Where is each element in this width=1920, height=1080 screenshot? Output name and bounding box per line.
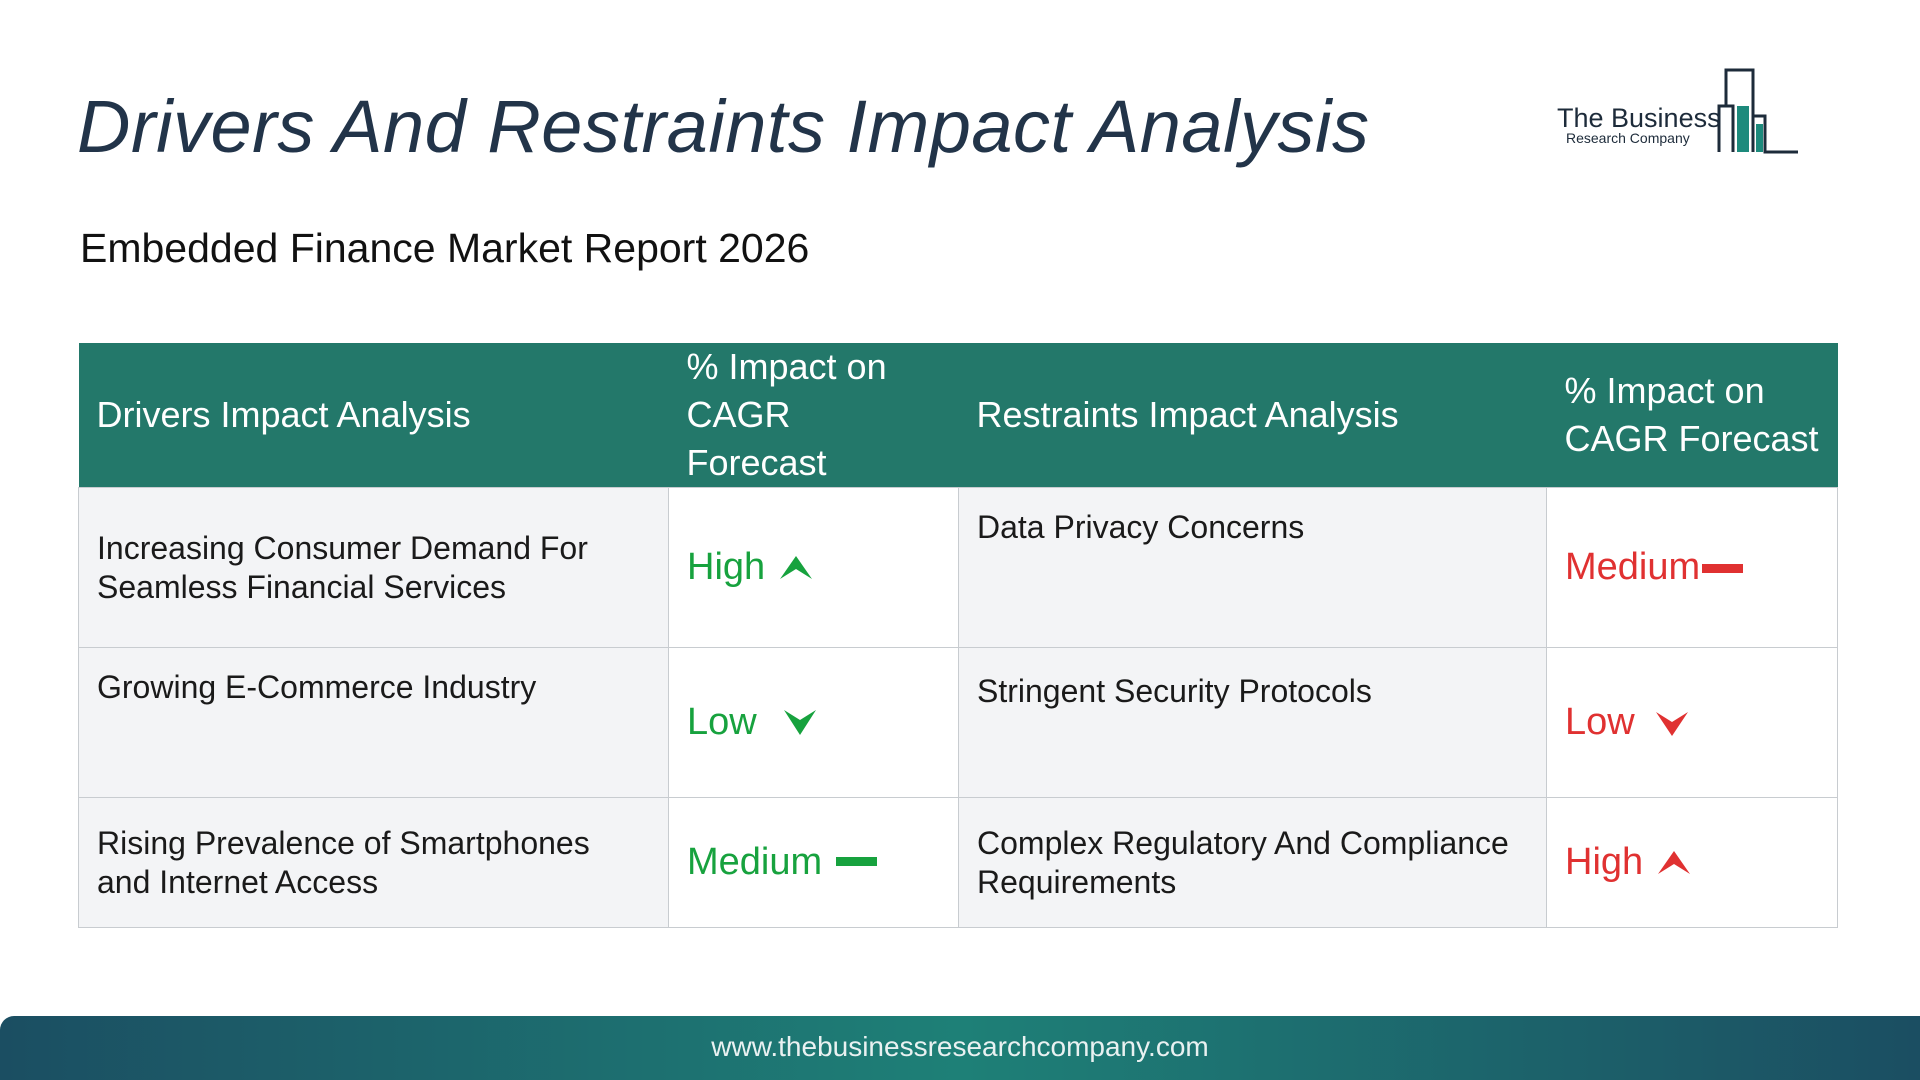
logo-name: The Business [1557,103,1721,133]
page-title: Drivers And Restraints Impact Analysis [77,85,1370,168]
rating-label: High [687,545,766,588]
driver-cell: Rising Prevalence of Smartphones and Int… [78,797,669,928]
driver-rating-cell: High [668,487,959,648]
restraint-rating-cell: Medium [1546,487,1838,648]
rating-label: Low [687,700,757,743]
dash-icon [1702,564,1744,573]
restraint-rating-cell: Low [1546,647,1838,798]
header-restraints-impact: % Impact on CAGR Forecast [1546,343,1838,488]
logo-tagline: Research Company [1566,130,1690,146]
arrow-down-icon [783,710,816,735]
header-drivers-impact: % Impact on CAGR Forecast [668,343,959,488]
table-row: Growing E-Commerce Industry Low Stringen… [78,647,1838,798]
driver-cell: Increasing Consumer Demand For Seamless … [78,487,669,648]
driver-cell: Growing E-Commerce Industry [78,647,669,798]
header-drivers: Drivers Impact Analysis [78,343,669,488]
rating-label: Medium [687,840,823,883]
header-restraints: Restraints Impact Analysis [958,343,1547,488]
table-row: Rising Prevalence of Smartphones and Int… [78,797,1838,928]
bar-chart-building-icon [1717,68,1798,154]
table-header-row: Drivers Impact Analysis % Impact on CAGR… [78,343,1838,488]
rating-label: Medium [1565,545,1701,588]
arrow-up-icon [1658,851,1691,874]
footer-url: www.thebusinessresearchcompany.com [711,1031,1209,1062]
arrow-up-icon [780,556,813,579]
company-logo: The Business Research Company [1553,66,1838,156]
arrow-down-icon [1655,712,1688,736]
restraint-cell: Complex Regulatory And Compliance Requir… [958,797,1547,928]
impact-table: Drivers Impact Analysis % Impact on CAGR… [78,343,1838,928]
driver-rating-cell: Medium [668,797,959,928]
report-subtitle: Embedded Finance Market Report 2026 [80,225,810,271]
restraint-cell: Data Privacy Concerns [958,487,1547,648]
driver-rating-cell: Low [668,647,959,798]
table-row: Increasing Consumer Demand For Seamless … [78,487,1838,648]
rating-label: High [1565,840,1644,883]
restraint-cell: Stringent Security Protocols [958,647,1547,798]
dash-icon [836,857,878,866]
footer-bar: www.thebusinessresearchcompany.com [0,1016,1920,1080]
restraint-rating-cell: High [1546,797,1838,928]
rating-label: Low [1565,700,1635,743]
